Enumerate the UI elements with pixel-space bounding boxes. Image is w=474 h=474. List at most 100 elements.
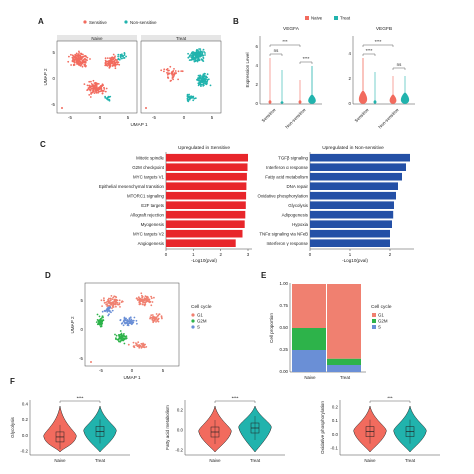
x-tick-label: Treat bbox=[405, 458, 416, 463]
scatter-point bbox=[93, 86, 95, 89]
bar bbox=[310, 210, 394, 219]
scatter-point bbox=[197, 77, 200, 79]
scatter-point bbox=[115, 334, 118, 337]
stacked-bar-segment bbox=[292, 284, 326, 328]
bars-sensitive: Mitotic spindle G2M checkpoint MYC targets… bbox=[99, 153, 250, 257]
scatter-point bbox=[143, 298, 146, 301]
y-tick-label: 0.0 bbox=[332, 432, 339, 437]
panel-f: -0.2 0.0 0.2 0.4 Glycolysis Naive Treat **** -0.… bbox=[10, 396, 440, 463]
scatter-point bbox=[132, 341, 135, 344]
scatter-point bbox=[96, 313, 99, 316]
legend-title: Cell cycle bbox=[191, 304, 212, 310]
stacked-bars bbox=[292, 284, 361, 372]
scatter-point bbox=[160, 316, 163, 319]
legend-swatch-g2m bbox=[372, 319, 376, 323]
scatter-point bbox=[68, 55, 70, 58]
scatter-point bbox=[102, 319, 105, 322]
x-tick-label: Naive bbox=[209, 458, 221, 463]
scatter-point bbox=[205, 77, 207, 79]
scatter-point bbox=[116, 61, 119, 64]
scatter-point bbox=[188, 93, 191, 96]
scatter-point bbox=[98, 90, 101, 93]
sig-label: **** bbox=[77, 396, 84, 401]
scatter-point bbox=[70, 53, 72, 56]
scatter-point bbox=[167, 69, 169, 72]
scatter-point bbox=[108, 304, 110, 307]
scatter-point bbox=[90, 361, 92, 363]
plot-frame-treat bbox=[140, 40, 222, 114]
violin-vegfb-sensitive-treat bbox=[373, 100, 377, 104]
scatter-point bbox=[77, 62, 80, 65]
scatter-point bbox=[119, 319, 122, 321]
scatter-point bbox=[199, 75, 201, 77]
scatter-point bbox=[90, 80, 92, 83]
panel-letter-c: C bbox=[40, 140, 46, 149]
scatter-point bbox=[150, 304, 153, 307]
stacked-bar-segment bbox=[327, 365, 361, 372]
scatter-point bbox=[154, 316, 156, 319]
stacked-bar-segment bbox=[327, 284, 361, 359]
legend-swatch-naive bbox=[305, 16, 309, 20]
y-tick-label: -5 bbox=[51, 102, 55, 107]
scatter-point bbox=[110, 56, 113, 59]
sig-bracket bbox=[362, 53, 376, 56]
scatter-point bbox=[73, 61, 76, 64]
scatter-point bbox=[167, 76, 169, 79]
scatter-point bbox=[199, 77, 202, 79]
scatter-point bbox=[189, 96, 192, 99]
y-tick-label: 0.00 bbox=[279, 369, 288, 374]
scatter-point bbox=[109, 302, 112, 304]
x-tick-label: 3 bbox=[247, 252, 250, 257]
y-tick-label: 0 bbox=[256, 101, 259, 106]
scatter-point bbox=[140, 292, 143, 295]
scatter-point bbox=[107, 301, 110, 303]
x-tick-label: 0 bbox=[309, 252, 312, 257]
scatter-point bbox=[112, 53, 115, 56]
x-tick-label: 1 bbox=[192, 252, 195, 257]
x-tick-label: 5 bbox=[162, 368, 165, 373]
x-tick-label: 5 bbox=[211, 115, 214, 120]
category-label: Angiogenesis bbox=[138, 241, 165, 246]
scatter-point bbox=[89, 58, 91, 60]
legend-swatch-g1 bbox=[372, 313, 376, 317]
scatter-point bbox=[114, 301, 117, 303]
scatter-point bbox=[113, 63, 115, 65]
scatter-point bbox=[86, 84, 89, 87]
scatter-point bbox=[72, 57, 74, 60]
scatter-point bbox=[99, 85, 102, 87]
scatter-point bbox=[165, 68, 168, 71]
scatter-point bbox=[145, 346, 148, 348]
scatter-point bbox=[119, 306, 121, 308]
scatter-point bbox=[136, 345, 139, 348]
scatter-point bbox=[126, 322, 129, 325]
scatter-point bbox=[173, 68, 175, 70]
scatter-point bbox=[111, 309, 114, 312]
scatter-point bbox=[85, 55, 87, 58]
stacked-bar-segment bbox=[292, 328, 326, 350]
scatter-point bbox=[194, 52, 197, 54]
x-tick-label: 2 bbox=[389, 252, 392, 257]
scatter-point bbox=[137, 341, 140, 344]
scatter-point bbox=[186, 98, 189, 101]
scatter-point bbox=[103, 88, 106, 90]
violin-vegfa-nonsensitive-naive bbox=[298, 100, 302, 104]
bar bbox=[310, 172, 402, 181]
scatter-point bbox=[192, 95, 195, 98]
scatter-point bbox=[120, 57, 123, 60]
scatter-point bbox=[172, 78, 175, 81]
scatter-point bbox=[100, 299, 103, 302]
bar bbox=[166, 229, 243, 238]
bar bbox=[166, 182, 247, 190]
scatter-point bbox=[86, 89, 88, 91]
x-tick-label: 1 bbox=[349, 252, 352, 257]
scatter-point bbox=[119, 340, 122, 343]
scatter-point bbox=[201, 52, 204, 55]
scatter-point bbox=[114, 333, 116, 336]
scatter-point bbox=[107, 63, 109, 66]
scatter-point bbox=[199, 48, 202, 50]
scatter-point bbox=[145, 298, 148, 300]
plot-frame-d bbox=[84, 282, 180, 367]
bar bbox=[166, 220, 245, 228]
scatter-point bbox=[130, 318, 133, 321]
panel-d: -5 0 5 -5 0 5 UMAP 1 UMAP 2 Cell cycle G… bbox=[70, 282, 212, 380]
